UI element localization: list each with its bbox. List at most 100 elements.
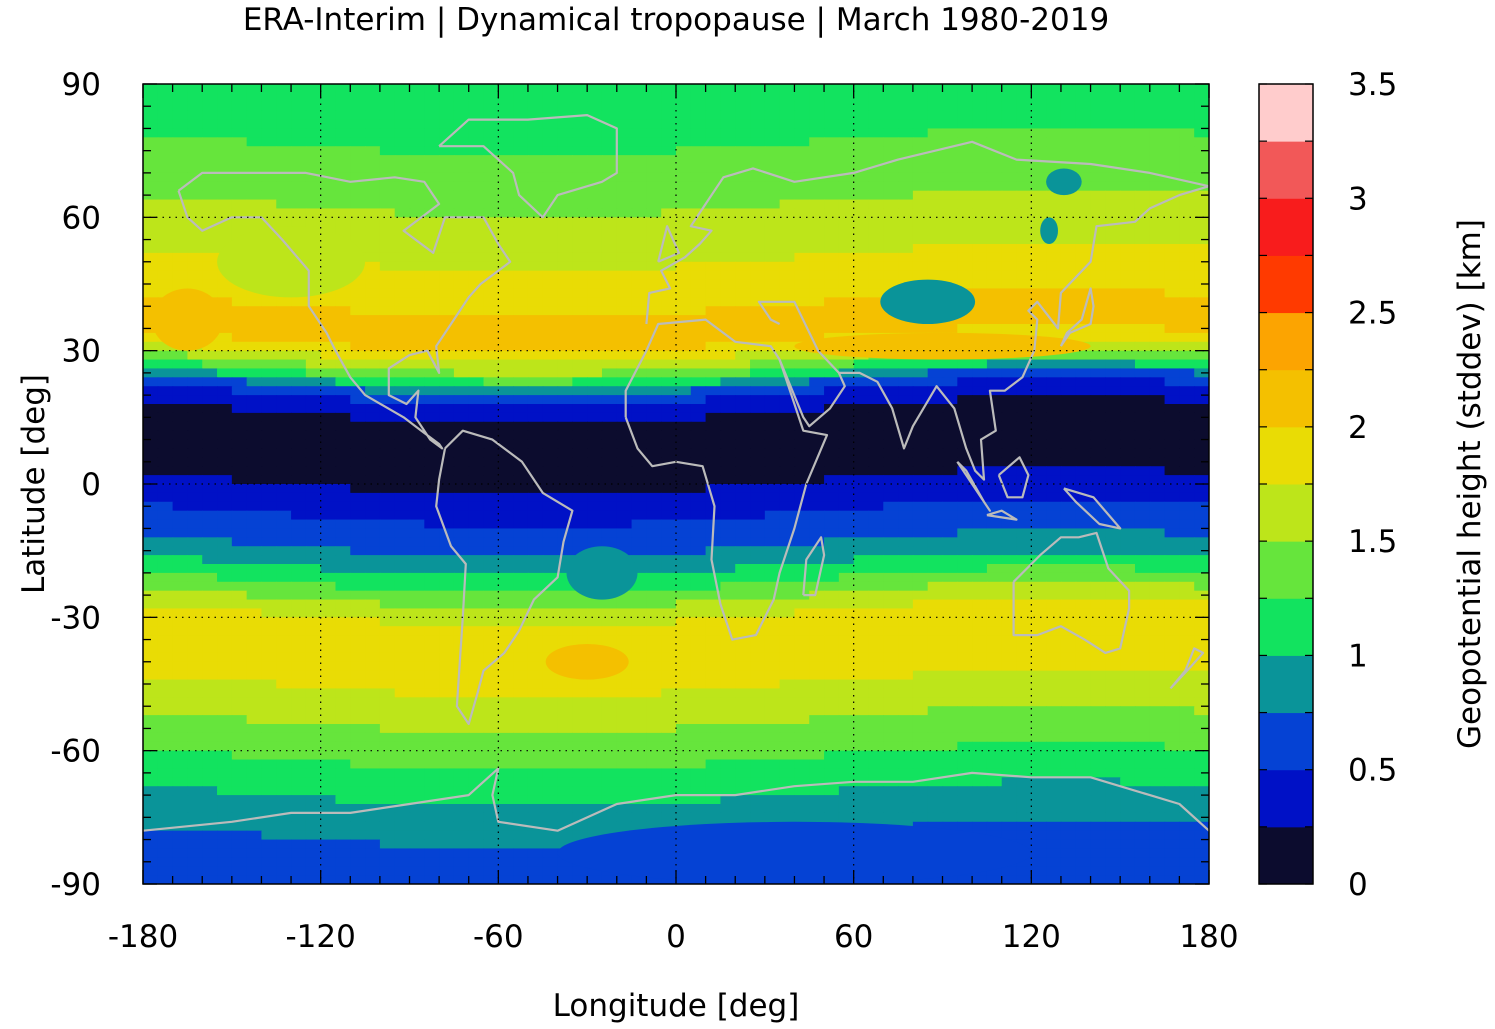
heatmap-cell xyxy=(527,92,544,103)
heatmap-cell xyxy=(646,252,662,263)
heatmap-cell xyxy=(972,386,988,396)
heatmap-cell xyxy=(1194,688,1209,698)
heatmap-cell xyxy=(720,395,736,405)
heatmap-cell xyxy=(883,119,899,130)
heatmap-cell xyxy=(824,297,840,307)
heatmap-cell xyxy=(1134,581,1151,592)
heatmap-cell xyxy=(705,92,722,103)
heatmap-cell xyxy=(1016,386,1032,396)
heatmap-cell xyxy=(231,110,248,121)
heatmap-cell xyxy=(676,155,692,165)
heatmap-cell xyxy=(187,528,203,538)
heatmap-cell xyxy=(1075,92,1092,103)
heatmap-cell xyxy=(513,572,529,583)
heatmap-cell xyxy=(720,679,736,690)
heatmap-cell xyxy=(720,448,736,458)
heatmap-cell xyxy=(291,510,307,521)
heatmap-cell xyxy=(912,181,929,192)
heatmap-cell xyxy=(246,617,263,627)
heatmap-cell xyxy=(1134,635,1151,645)
heatmap-cell xyxy=(601,315,618,325)
heatmap-cell xyxy=(468,572,485,583)
heatmap-cell xyxy=(527,279,544,290)
heatmap-cell xyxy=(1164,217,1180,227)
heatmap-cell xyxy=(157,626,174,636)
heatmap-cell xyxy=(631,341,647,352)
heatmap-cell xyxy=(912,190,929,201)
heatmap-cell xyxy=(1001,501,1018,512)
heatmap-cell xyxy=(868,404,884,414)
heatmap-cell xyxy=(157,101,174,112)
heatmap-cell xyxy=(513,519,529,530)
heatmap-cell xyxy=(601,235,618,245)
heatmap-cell xyxy=(868,252,884,263)
heatmap-cell xyxy=(394,555,411,565)
heatmap-cell xyxy=(750,359,766,370)
heatmap-cell xyxy=(291,652,307,663)
heatmap-cell xyxy=(631,510,647,521)
heatmap-cell xyxy=(764,430,781,441)
heatmap-cell xyxy=(557,181,573,192)
heatmap-cell xyxy=(305,404,322,414)
heatmap-cell xyxy=(1031,84,1047,94)
heatmap-cell xyxy=(824,617,840,627)
heatmap-cell xyxy=(379,670,396,681)
heatmap-cell xyxy=(365,101,381,112)
heatmap-cell xyxy=(394,395,411,405)
heatmap-cell xyxy=(157,395,174,405)
heatmap-cell xyxy=(616,208,633,218)
heatmap-cell xyxy=(572,217,588,227)
heatmap-cell xyxy=(439,466,455,476)
heatmap-cell xyxy=(1060,555,1077,565)
heatmap-cell xyxy=(1164,84,1180,94)
heatmap-cell xyxy=(750,457,766,467)
heatmap-cell xyxy=(1075,386,1092,396)
heatmap-cell xyxy=(735,217,751,227)
heatmap-cell xyxy=(764,119,781,130)
heatmap-cell xyxy=(646,297,662,307)
heatmap-cell xyxy=(424,572,440,583)
heatmap-cell xyxy=(513,448,529,458)
heatmap-cell xyxy=(172,181,189,192)
heatmap-cell xyxy=(601,395,618,405)
heatmap-cell xyxy=(912,617,929,627)
heatmap-cell xyxy=(661,137,677,147)
heatmap-cell xyxy=(676,199,692,210)
heatmap-cell xyxy=(498,404,514,414)
heatmap-cell xyxy=(868,439,884,450)
heatmap-cell xyxy=(912,528,929,538)
heatmap-cell xyxy=(986,279,1003,290)
heatmap-cell xyxy=(498,572,514,583)
heatmap-cell xyxy=(246,341,263,352)
heatmap-cell xyxy=(276,386,292,396)
heatmap-cell xyxy=(750,661,766,672)
heatmap-cell xyxy=(809,457,825,467)
heatmap-cell xyxy=(439,661,455,672)
heatmap-cell xyxy=(365,448,381,458)
heatmap-cell xyxy=(261,484,277,494)
heatmap-cell xyxy=(853,510,870,521)
heatmap-cell xyxy=(779,332,796,343)
heatmap-cell xyxy=(527,190,544,201)
heatmap-cell xyxy=(172,164,189,174)
heatmap-cell xyxy=(335,688,351,698)
heatmap-cell xyxy=(986,430,1003,441)
heatmap-cell xyxy=(468,386,485,396)
heatmap-cell xyxy=(1016,217,1032,227)
heatmap-cell xyxy=(1001,119,1018,130)
heatmap-cell xyxy=(838,439,855,450)
heatmap-cell xyxy=(1031,306,1047,316)
heatmap-cell xyxy=(1164,359,1180,370)
heatmap-cell xyxy=(424,252,440,263)
heatmap-cell xyxy=(824,164,840,174)
heatmap-cell xyxy=(439,599,455,610)
heatmap-cell xyxy=(661,688,677,698)
heatmap-cell xyxy=(1120,279,1136,290)
heatmap-cell xyxy=(750,377,766,387)
heatmap-cell xyxy=(202,688,218,698)
heatmap-cell xyxy=(898,386,914,396)
heatmap-cell xyxy=(335,368,351,378)
heatmap-cell xyxy=(453,386,470,396)
heatmap-cell xyxy=(868,110,884,121)
heatmap-cell xyxy=(1179,412,1195,423)
